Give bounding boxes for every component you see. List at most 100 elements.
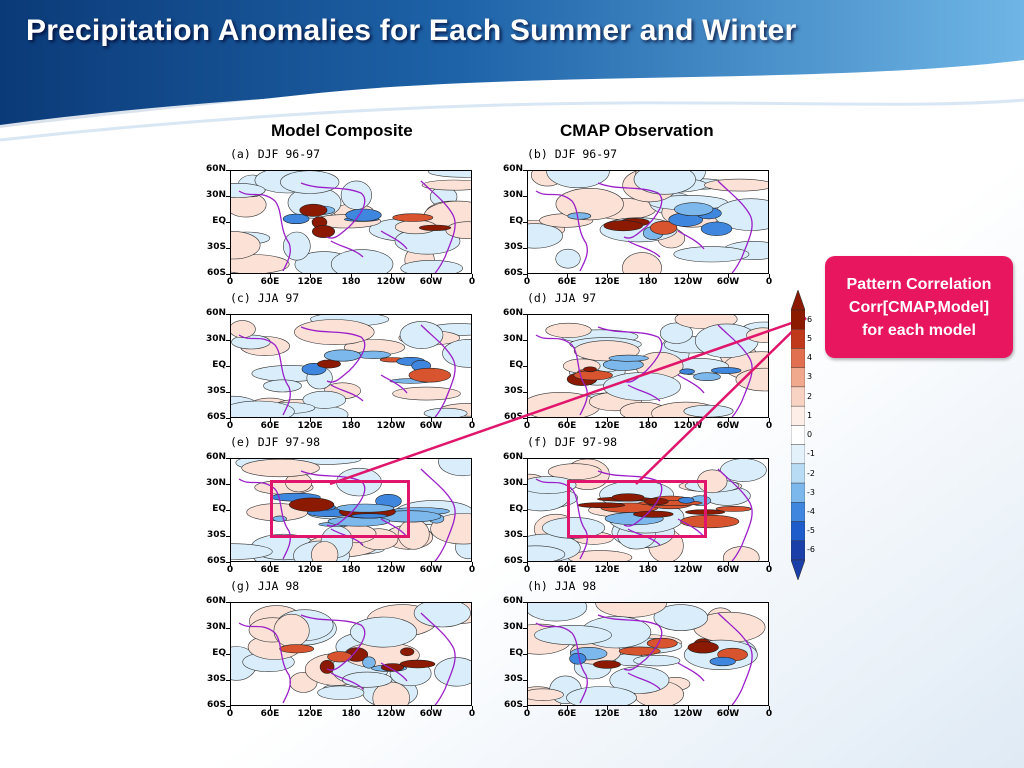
lon-tick-label: 60W: [419, 421, 443, 431]
colorbar-swatch: [791, 309, 805, 330]
lon-tick: [567, 274, 568, 278]
lon-tick-label: 60E: [260, 565, 280, 575]
lon-tick-label: 60E: [260, 277, 280, 287]
lon-tick: [270, 274, 271, 278]
lon-tick-label: 0: [765, 565, 773, 575]
lat-tick: [226, 248, 230, 249]
lat-tick: [226, 418, 230, 419]
lat-tick: [523, 706, 527, 707]
lat-tick-label: 60N: [205, 308, 226, 318]
lat-tick-label: EQ: [212, 504, 226, 514]
colorbar-swatch: [791, 463, 805, 484]
lon-tick-label: 120E: [297, 277, 323, 287]
map-panel: (a) DJF 96-97 60N 30N EQ 30S 60S 0 60E 120E 180 12…: [200, 147, 500, 296]
colorbar-label: -3: [807, 487, 815, 497]
lon-tick-label: 60E: [557, 421, 577, 431]
lat-tick: [523, 602, 527, 603]
lat-tick-label: 60N: [502, 308, 523, 318]
colorbar-swatch: [791, 425, 805, 445]
correlation-region-box: [270, 480, 410, 538]
lon-tick-label: 120W: [376, 421, 406, 431]
lon-tick-label: 120E: [594, 421, 620, 431]
colorbar-label: 1: [807, 410, 813, 420]
lon-tick: [527, 706, 528, 710]
correlation-region-box: [567, 480, 707, 538]
lon-tick-label: 120E: [297, 709, 323, 719]
lon-tick: [527, 562, 528, 566]
lon-tick-label: 180: [341, 277, 361, 287]
lon-tick-label: 120W: [376, 565, 406, 575]
lon-tick: [431, 418, 432, 422]
lat-tick: [226, 680, 230, 681]
lon-tick: [728, 706, 729, 710]
slide-title: Precipitation Anomalies for Each Summer …: [26, 14, 797, 47]
lat-tick-label: 30N: [205, 478, 226, 488]
colorbar-swatch: [791, 482, 805, 503]
lat-tick-label: 30N: [205, 622, 226, 632]
lon-tick: [310, 562, 311, 566]
lon-tick: [472, 562, 473, 566]
lon-tick: [230, 274, 231, 278]
lon-tick: [567, 562, 568, 566]
lon-tick: [310, 274, 311, 278]
lat-tick-label: 30N: [502, 622, 523, 632]
lat-tick: [226, 366, 230, 367]
colorbar-label: 6: [807, 314, 813, 324]
lon-tick: [728, 274, 729, 278]
lat-tick: [523, 536, 527, 537]
colorbar-label: 4: [807, 353, 813, 363]
lon-tick: [527, 418, 528, 422]
colorbar-swatch: [791, 367, 805, 388]
lon-tick-label: 180: [341, 709, 361, 719]
lon-tick-label: 60W: [419, 277, 443, 287]
lat-tick: [226, 706, 230, 707]
lon-tick-label: 0: [468, 709, 476, 719]
lat-tick-label: EQ: [212, 360, 226, 370]
precipitation-anomaly-map: [230, 170, 472, 274]
lon-tick: [391, 274, 392, 278]
lat-tick-label: 60N: [205, 596, 226, 606]
lon-tick-label: 120W: [673, 277, 703, 287]
colorbar-label: 5: [807, 333, 813, 343]
lat-tick-label: 30S: [206, 674, 226, 684]
lat-tick-label: 30N: [502, 190, 523, 200]
lon-tick: [607, 706, 608, 710]
lon-tick: [310, 706, 311, 710]
lon-tick: [607, 274, 608, 278]
column-header-cmap: CMAP Observation: [560, 121, 714, 140]
lat-tick: [523, 196, 527, 197]
lon-tick-label: 120E: [594, 709, 620, 719]
lon-tick: [351, 418, 352, 422]
lon-tick: [391, 418, 392, 422]
lon-tick: [472, 274, 473, 278]
lon-tick: [728, 418, 729, 422]
colorbar-label: 2: [807, 391, 813, 401]
panel-label: (g) JJA 98: [230, 579, 300, 593]
lon-tick: [527, 274, 528, 278]
colorbar-label: -4: [807, 506, 815, 516]
lon-tick-label: 0: [523, 277, 531, 287]
lon-tick-label: 180: [638, 565, 658, 575]
lat-tick-label: 60N: [502, 452, 523, 462]
lon-tick-label: 0: [765, 709, 773, 719]
lon-tick: [230, 562, 231, 566]
lon-tick-label: 180: [638, 709, 658, 719]
lat-tick-label: 60S: [206, 556, 226, 566]
lat-tick-label: 30N: [205, 334, 226, 344]
lon-tick: [270, 562, 271, 566]
panel-label: (b) DJF 96-97: [527, 147, 618, 161]
lon-tick: [391, 562, 392, 566]
lon-tick-label: 0: [226, 421, 234, 431]
pattern-correlation-callout: Pattern Correlation Corr[CMAP,Model] for…: [825, 256, 1013, 358]
lon-tick: [688, 706, 689, 710]
lat-tick: [523, 680, 527, 681]
lon-tick-label: 0: [468, 565, 476, 575]
lon-tick-label: 0: [226, 277, 234, 287]
colorbar-label: -6: [807, 545, 815, 555]
lon-tick-label: 120E: [297, 565, 323, 575]
lat-tick-label: 30S: [503, 386, 523, 396]
lon-tick: [648, 706, 649, 710]
lon-tick: [230, 418, 231, 422]
lat-tick: [523, 340, 527, 341]
